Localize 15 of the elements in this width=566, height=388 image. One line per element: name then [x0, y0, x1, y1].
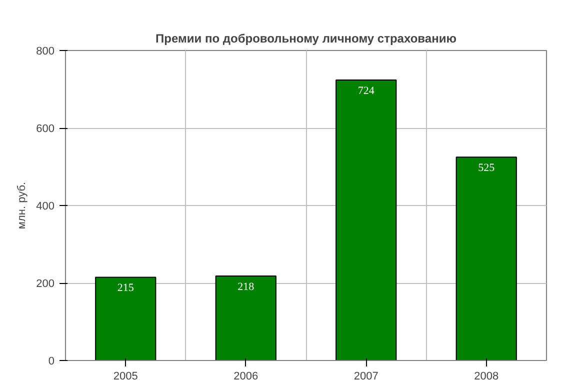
chart-title: Премии по добровольному личному страхованию [156, 32, 456, 46]
x-tick-label: 2005 [113, 370, 138, 382]
x-tick-label: 2006 [234, 370, 258, 382]
y-tick-label: 200 [36, 278, 55, 290]
y-axis-title: млн. руб. [16, 182, 28, 230]
data-label: 525 [478, 162, 496, 174]
x-tick-label: 2007 [354, 370, 378, 382]
y-tick-label: 800 [36, 46, 55, 58]
x-tick-label: 2008 [474, 370, 499, 382]
data-label: 724 [358, 84, 375, 97]
y-tick-label: 400 [36, 200, 55, 212]
data-label: 218 [238, 281, 255, 294]
data-label: 215 [117, 282, 134, 294]
y-tick-label: 600 [36, 123, 55, 135]
y-tick-label: 0 [48, 356, 55, 368]
